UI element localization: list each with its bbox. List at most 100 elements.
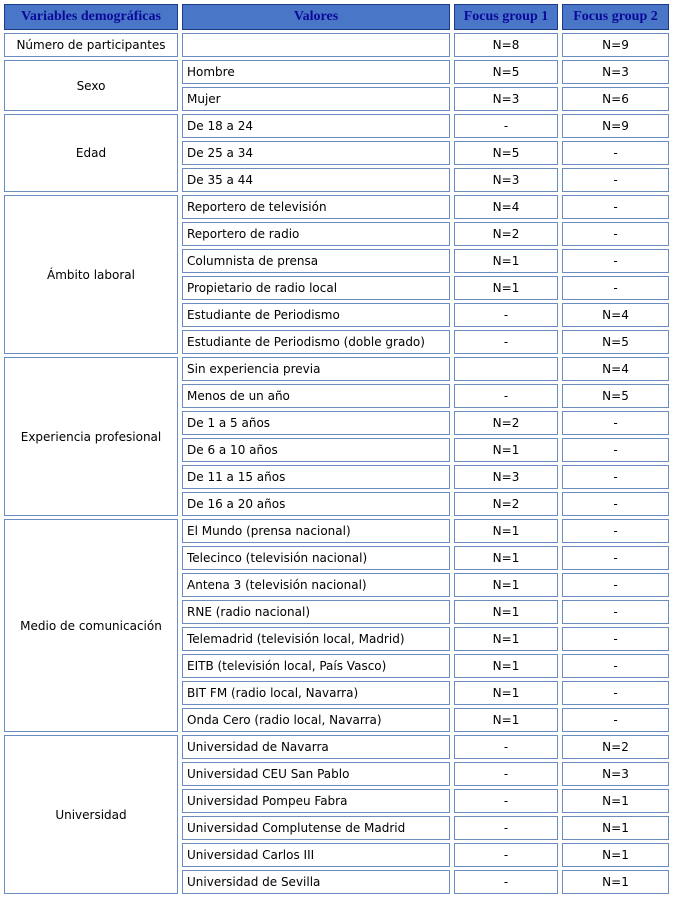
value-cell: Columnista de prensa bbox=[182, 249, 450, 273]
focus-group-1-cell: N=8 bbox=[454, 33, 558, 57]
table-row: RNE (radio nacional) N=1- bbox=[4, 600, 669, 624]
value-cell: Universidad de Sevilla bbox=[182, 870, 450, 894]
table-row: Estudiante de Periodismo (doble grado) - N… bbox=[4, 330, 669, 354]
header-cell: Focus group 2 bbox=[562, 4, 669, 30]
table-row: Estudiante de Periodismo - N=4 bbox=[4, 303, 669, 327]
focus-group-1-cell: N=3 bbox=[454, 87, 558, 111]
value-cell: Telemadrid (televisión local, Madrid) bbox=[182, 627, 450, 651]
table-row: Universidad Universidad de Navarra - N=2 bbox=[4, 735, 669, 894]
focus-group-1-cell: N=1 bbox=[454, 654, 558, 678]
value-cell: Mujer bbox=[182, 87, 450, 111]
focus-group-2-cell: N=1 bbox=[562, 789, 669, 813]
focus-group-1-cell: N=4 bbox=[454, 195, 558, 219]
focus-group-1-cell: N=1 bbox=[454, 249, 558, 273]
focus-group-1-cell: N=2 bbox=[454, 411, 558, 435]
value-cell: BIT FM (radio local, Navarra) bbox=[182, 681, 450, 705]
focus-group-2-cell: N=4 bbox=[562, 303, 669, 327]
focus-group-1-cell: N=1 bbox=[454, 546, 558, 570]
focus-group-1-cell: - bbox=[454, 303, 558, 327]
focus-group-2-cell: - bbox=[562, 600, 669, 624]
focus-group-1-cell: - bbox=[454, 816, 558, 840]
focus-group-2-cell: N=5 bbox=[562, 384, 669, 408]
table-row: Ámbito laboral Reportero de televisión N=4… bbox=[4, 195, 669, 354]
focus-group-2-cell: - bbox=[562, 708, 669, 732]
table-row: Universidad Carlos III - N=1 bbox=[4, 843, 669, 867]
value-cell: Universidad Pompeu Fabra bbox=[182, 789, 450, 813]
focus-group-2-cell: - bbox=[562, 573, 669, 597]
value-cell: El Mundo (prensa nacional) bbox=[182, 519, 450, 543]
focus-group-2-cell: - bbox=[562, 681, 669, 705]
value-cell: De 16 a 20 años bbox=[182, 492, 450, 516]
focus-group-1-cell: - bbox=[454, 384, 558, 408]
value-cell: De 1 a 5 años bbox=[182, 411, 450, 435]
table-row: Menos de un año - N=5 bbox=[4, 384, 669, 408]
focus-group-2-cell: - bbox=[562, 438, 669, 462]
table-row: Universidad Pompeu Fabra - N=1 bbox=[4, 789, 669, 813]
value-cell: EITB (televisión local, País Vasco) bbox=[182, 654, 450, 678]
focus-group-2-cell: - bbox=[562, 546, 669, 570]
header-cell: Valores bbox=[182, 4, 450, 30]
table-row: Edad De 18 a 24- N=9 bbox=[4, 114, 669, 192]
focus-group-2-cell: N=5 bbox=[562, 330, 669, 354]
focus-group-2-cell: N=3 bbox=[562, 60, 669, 84]
focus-group-2-cell: - bbox=[562, 627, 669, 651]
focus-group-2-cell: N=3 bbox=[562, 762, 669, 786]
table-row: Mujer N=3 N=6 bbox=[4, 87, 669, 111]
value-cell: Estudiante de Periodismo (doble grado) bbox=[182, 330, 450, 354]
table-row: Universidad Complutense de Madrid - N=1 bbox=[4, 816, 669, 840]
value-cell: Antena 3 (televisión nacional) bbox=[182, 573, 450, 597]
focus-group-2-cell: - bbox=[562, 222, 669, 246]
focus-group-1-cell: N=1 bbox=[454, 681, 558, 705]
focus-group-1-cell: - bbox=[454, 870, 558, 894]
focus-group-2-cell: - bbox=[562, 654, 669, 678]
header-cell: Variables demográficas bbox=[4, 4, 178, 30]
focus-group-1-cell: N=2 bbox=[454, 492, 558, 516]
focus-group-2-cell: - bbox=[562, 168, 669, 192]
table-row: Telemadrid (televisión local, Madrid) N=1… bbox=[4, 627, 669, 651]
value-cell: Reportero de radio bbox=[182, 222, 450, 246]
value-cell: De 25 a 34 bbox=[182, 141, 450, 165]
focus-group-2-cell: - bbox=[562, 519, 669, 543]
value-cell: Universidad Carlos III bbox=[182, 843, 450, 867]
focus-group-2-cell: N=1 bbox=[562, 816, 669, 840]
focus-group-2-cell: N=1 bbox=[562, 870, 669, 894]
value-cell: Hombre bbox=[182, 60, 450, 84]
table-row: Telecinco (televisión nacional) N=1- bbox=[4, 546, 669, 570]
focus-group-2-cell: N=6 bbox=[562, 87, 669, 111]
value-cell: Reportero de televisión bbox=[182, 195, 450, 219]
table-row: Antena 3 (televisión nacional) N=1- bbox=[4, 573, 669, 597]
table-row: Universidad de Sevilla - N=1 bbox=[4, 870, 669, 894]
value-cell: Universidad de Navarra bbox=[182, 735, 450, 759]
value-cell: Estudiante de Periodismo bbox=[182, 303, 450, 327]
focus-group-2-cell: - bbox=[562, 411, 669, 435]
value-cell: Menos de un año bbox=[182, 384, 450, 408]
value-cell: De 11 a 15 años bbox=[182, 465, 450, 489]
table-row: Medio de comunicación El Mundo (prensa na… bbox=[4, 519, 669, 732]
focus-group-1-cell: - bbox=[454, 789, 558, 813]
focus-group-1-cell: N=3 bbox=[454, 168, 558, 192]
table-row: BIT FM (radio local, Navarra) N=1- bbox=[4, 681, 669, 705]
value-cell: Onda Cero (radio local, Navarra) bbox=[182, 708, 450, 732]
table-row: Columnista de prensa N=1- bbox=[4, 249, 669, 273]
focus-group-1-cell: N=1 bbox=[454, 276, 558, 300]
table-row: De 11 a 15 años N=3- bbox=[4, 465, 669, 489]
focus-group-1-cell: N=1 bbox=[454, 573, 558, 597]
focus-group-2-cell: N=4 bbox=[562, 357, 669, 381]
table-row: Universidad CEU San Pablo - N=3 bbox=[4, 762, 669, 786]
table-row: Número de participantes N=8 N=9 bbox=[4, 33, 669, 57]
variable-cell: Medio de comunicación bbox=[4, 519, 178, 732]
focus-group-1-cell: - bbox=[454, 762, 558, 786]
table-row: De 6 a 10 años N=1- bbox=[4, 438, 669, 462]
focus-group-2-cell: N=1 bbox=[562, 843, 669, 867]
focus-group-1-cell: N=1 bbox=[454, 627, 558, 651]
variable-cell: Universidad bbox=[4, 735, 178, 894]
table-row: De 35 a 44 N=3- bbox=[4, 168, 669, 192]
focus-group-1-cell: N=1 bbox=[454, 708, 558, 732]
focus-group-1-cell: - bbox=[454, 114, 558, 138]
value-cell: De 6 a 10 años bbox=[182, 438, 450, 462]
focus-group-1-cell: - bbox=[454, 843, 558, 867]
focus-group-1-cell: - bbox=[454, 735, 558, 759]
value-cell bbox=[182, 33, 450, 57]
